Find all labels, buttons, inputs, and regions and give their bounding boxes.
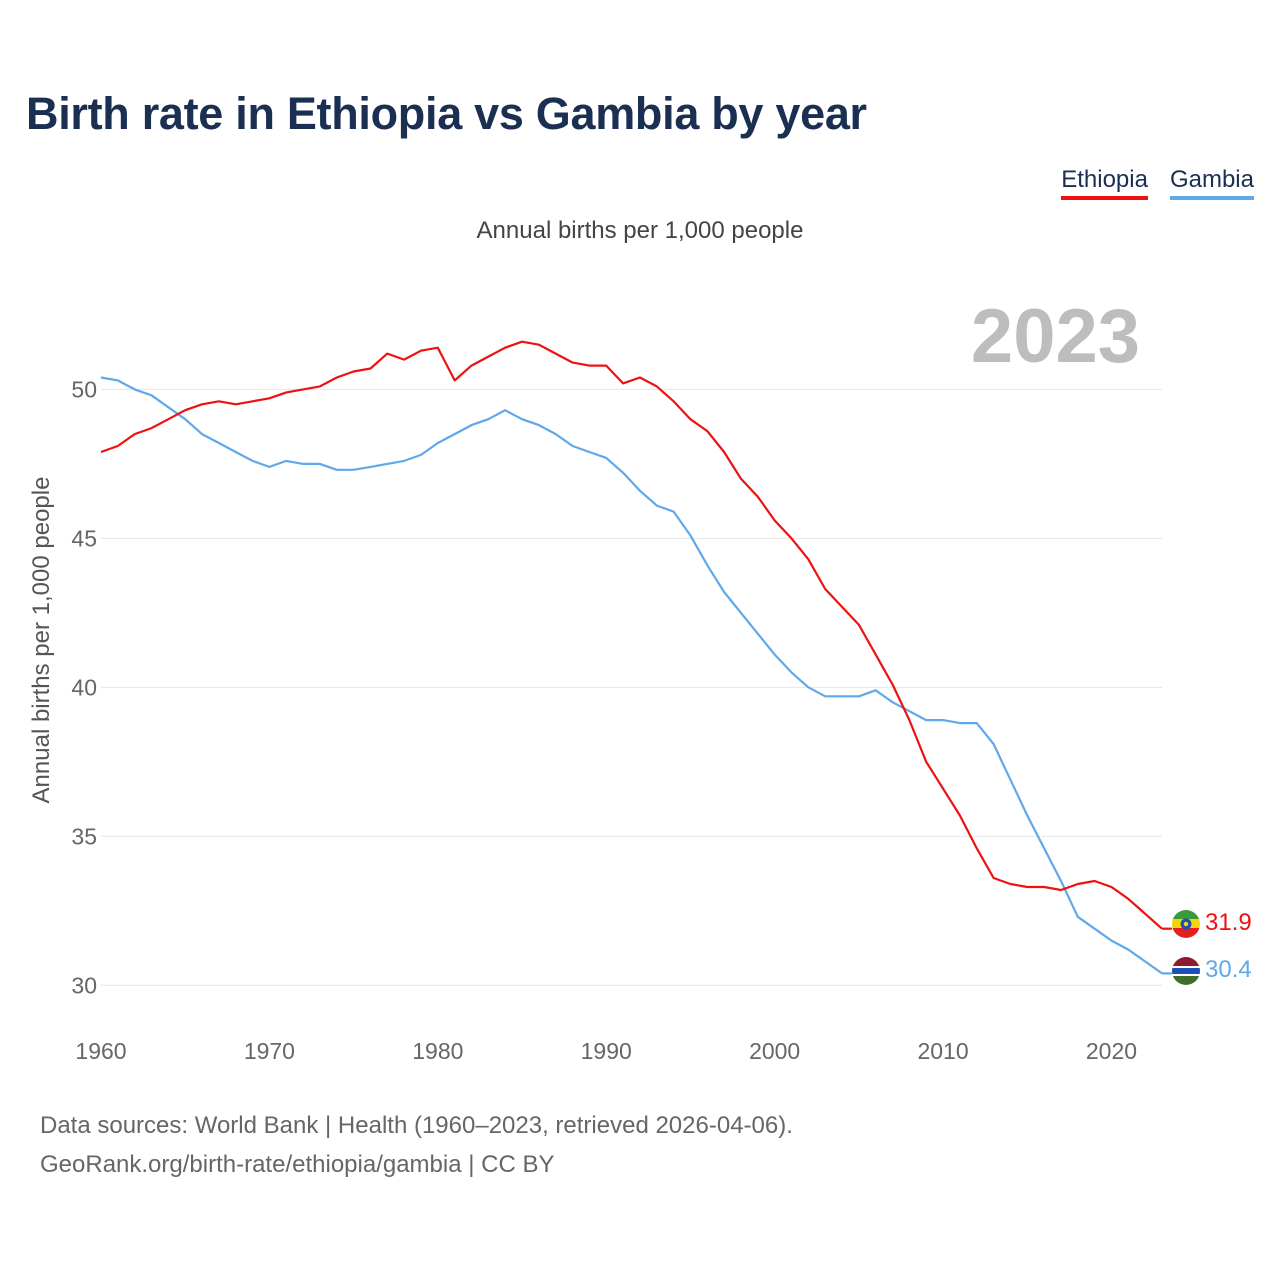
x-tick-label: 1960 [75,1038,126,1064]
x-tick-label: 2010 [917,1038,968,1064]
chart-subtitle: Annual births per 1,000 people [476,217,804,244]
credit-line[interactable]: GeoRank.org/birth-rate/ethiopia/gambia |… [40,1151,555,1178]
source-note: Data sources: World Bank | Health (1960–… [40,1106,793,1184]
series-line-gambia[interactable] [100,376,1163,975]
x-tick-label: 1970 [244,1038,295,1064]
end-label-ethiopia: 31.9 [1205,909,1252,936]
x-tick-label: 1980 [412,1038,463,1064]
y-tick-label: 45 [71,525,97,551]
legend-ethiopia[interactable]: Ethiopia [1061,166,1148,200]
gambia-flag-icon [1172,957,1200,985]
source-line: Data sources: World Bank | Health (1960–… [40,1112,793,1139]
y-tick-label: 40 [71,674,97,700]
year-watermark: 2023 [971,294,1140,379]
y-tick-label: 30 [71,972,97,998]
y-tick-label: 35 [71,823,97,849]
chart-title: Birth rate in Ethiopia vs Gambia by year [26,88,867,139]
x-tick-label: 2020 [1086,1038,1137,1064]
x-tick-label: 2000 [749,1038,800,1064]
end-label-gambia: 30.4 [1205,956,1252,983]
ethiopia-flag-icon [1172,910,1200,938]
y-tick-label: 50 [71,376,97,402]
series-line-ethiopia[interactable] [100,340,1163,930]
legend: Ethiopia Gambia [1061,166,1254,200]
x-tick-label: 1990 [581,1038,632,1064]
legend-gambia[interactable]: Gambia [1169,166,1254,200]
